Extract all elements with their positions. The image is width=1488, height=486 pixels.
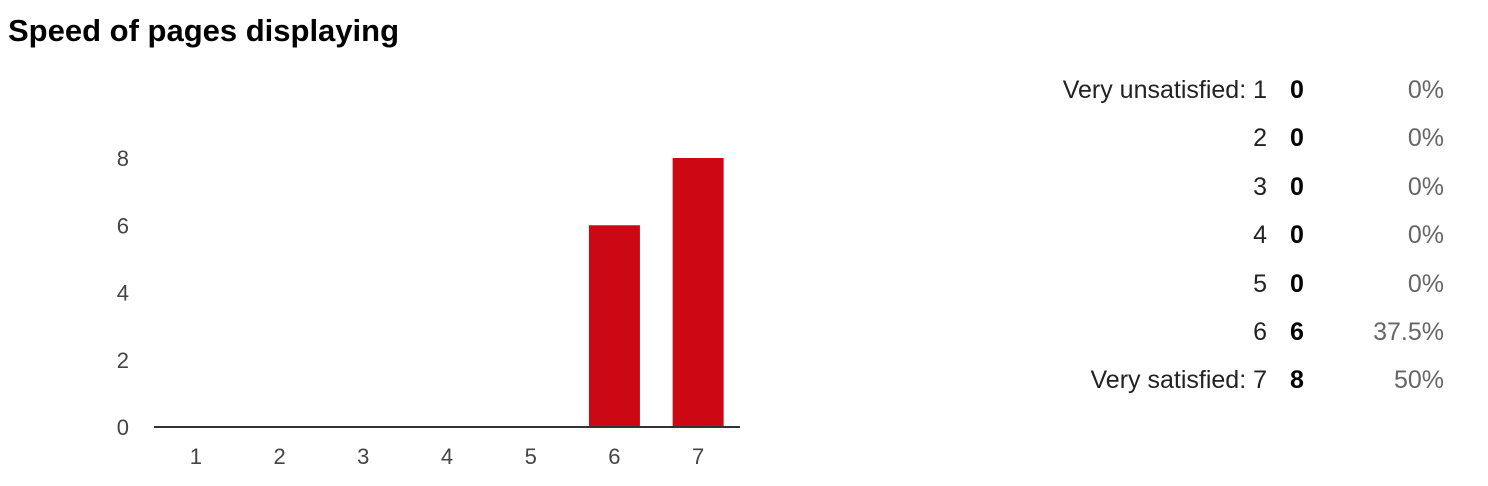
bar-chart: 0 2 4 6 8 1 2 3 4 5 6 7	[117, 146, 740, 469]
summary-count: 0	[1290, 221, 1304, 250]
x-axis-labels: 1 2 3 4 5 6 7	[190, 444, 705, 469]
summary-row-2: 2 0 0%	[990, 120, 1450, 168]
bar-7	[672, 158, 724, 427]
summary-label: Very satisfied: 7	[1090, 366, 1267, 395]
y-tick-label: 2	[117, 348, 129, 373]
x-tick-label: 7	[692, 444, 704, 469]
x-tick-label: 4	[441, 444, 453, 469]
summary-count: 6	[1290, 317, 1304, 346]
summary-percent: 37.5%	[1373, 317, 1444, 346]
bar-6	[588, 225, 640, 427]
chart-title: Speed of pages displaying	[8, 13, 400, 48]
summary-percent: 0%	[1407, 221, 1444, 250]
summary-label: 6	[1253, 317, 1267, 346]
summary-percent: 50%	[1393, 366, 1444, 395]
summary-row-1: Very unsatisfied: 1 0 0%	[990, 72, 1450, 120]
summary-count: 0	[1290, 76, 1304, 104]
summary-row-6: 6 6 37.5%	[990, 314, 1450, 362]
summary-count: 8	[1290, 366, 1304, 395]
summary-row-7: Very satisfied: 7 8 50%	[990, 362, 1450, 410]
y-tick-label: 4	[117, 281, 129, 306]
bars	[170, 158, 724, 427]
summary-row-3: 3 0 0%	[990, 169, 1450, 217]
summary-row-4: 4 0 0%	[990, 217, 1450, 265]
summary-label: 2	[1253, 124, 1267, 153]
summary-count: 0	[1290, 269, 1304, 298]
x-tick-label: 1	[190, 444, 202, 469]
summary-label: Very unsatisfied: 1	[1062, 76, 1267, 104]
x-tick-label: 2	[273, 444, 285, 469]
summary-row-5: 5 0 0%	[990, 266, 1450, 314]
summary-percent: 0%	[1407, 269, 1444, 298]
summary-count: 0	[1290, 172, 1304, 201]
y-tick-label: 0	[117, 415, 129, 440]
summary-percent: 0%	[1407, 172, 1444, 201]
y-axis-labels: 0 2 4 6 8	[117, 146, 129, 440]
summary-label: 5	[1253, 269, 1267, 298]
x-tick-label: 5	[525, 444, 537, 469]
summary-percent: 0%	[1407, 124, 1444, 153]
x-tick-label: 6	[608, 444, 620, 469]
y-tick-label: 6	[117, 213, 129, 238]
summary-percent: 0%	[1407, 76, 1444, 104]
summary-label: 3	[1253, 172, 1267, 201]
summary-count: 0	[1290, 124, 1304, 153]
summary-label: 4	[1253, 221, 1267, 250]
x-tick-label: 3	[357, 444, 369, 469]
response-summary-table: Very unsatisfied: 1 0 0% 2 0 0% 3 0 0% 4…	[990, 72, 1450, 411]
y-tick-label: 8	[117, 146, 129, 171]
